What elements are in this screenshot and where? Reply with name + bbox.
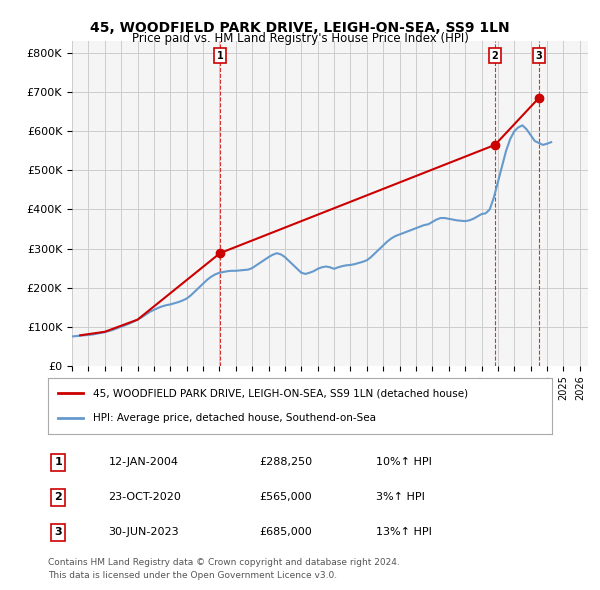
Text: 1: 1 <box>54 457 62 467</box>
Text: 3: 3 <box>54 527 62 537</box>
Text: Contains HM Land Registry data © Crown copyright and database right 2024.: Contains HM Land Registry data © Crown c… <box>48 558 400 566</box>
Text: 30-JUN-2023: 30-JUN-2023 <box>109 527 179 537</box>
Text: Price paid vs. HM Land Registry's House Price Index (HPI): Price paid vs. HM Land Registry's House … <box>131 32 469 45</box>
Text: £288,250: £288,250 <box>260 457 313 467</box>
Text: 2: 2 <box>54 493 62 502</box>
Text: £685,000: £685,000 <box>260 527 313 537</box>
Text: 23-OCT-2020: 23-OCT-2020 <box>109 493 181 502</box>
Text: 2: 2 <box>491 51 499 61</box>
Text: HPI: Average price, detached house, Southend-on-Sea: HPI: Average price, detached house, Sout… <box>94 413 376 423</box>
Text: £565,000: £565,000 <box>260 493 313 502</box>
Text: 10%↑ HPI: 10%↑ HPI <box>376 457 431 467</box>
Text: 13%↑ HPI: 13%↑ HPI <box>376 527 431 537</box>
Text: This data is licensed under the Open Government Licence v3.0.: This data is licensed under the Open Gov… <box>48 571 337 580</box>
Text: 12-JAN-2004: 12-JAN-2004 <box>109 457 178 467</box>
Text: 3%↑ HPI: 3%↑ HPI <box>376 493 424 502</box>
Text: 1: 1 <box>217 51 223 61</box>
Text: 3: 3 <box>535 51 542 61</box>
Text: 45, WOODFIELD PARK DRIVE, LEIGH-ON-SEA, SS9 1LN: 45, WOODFIELD PARK DRIVE, LEIGH-ON-SEA, … <box>90 21 510 35</box>
Text: 45, WOODFIELD PARK DRIVE, LEIGH-ON-SEA, SS9 1LN (detached house): 45, WOODFIELD PARK DRIVE, LEIGH-ON-SEA, … <box>94 388 469 398</box>
